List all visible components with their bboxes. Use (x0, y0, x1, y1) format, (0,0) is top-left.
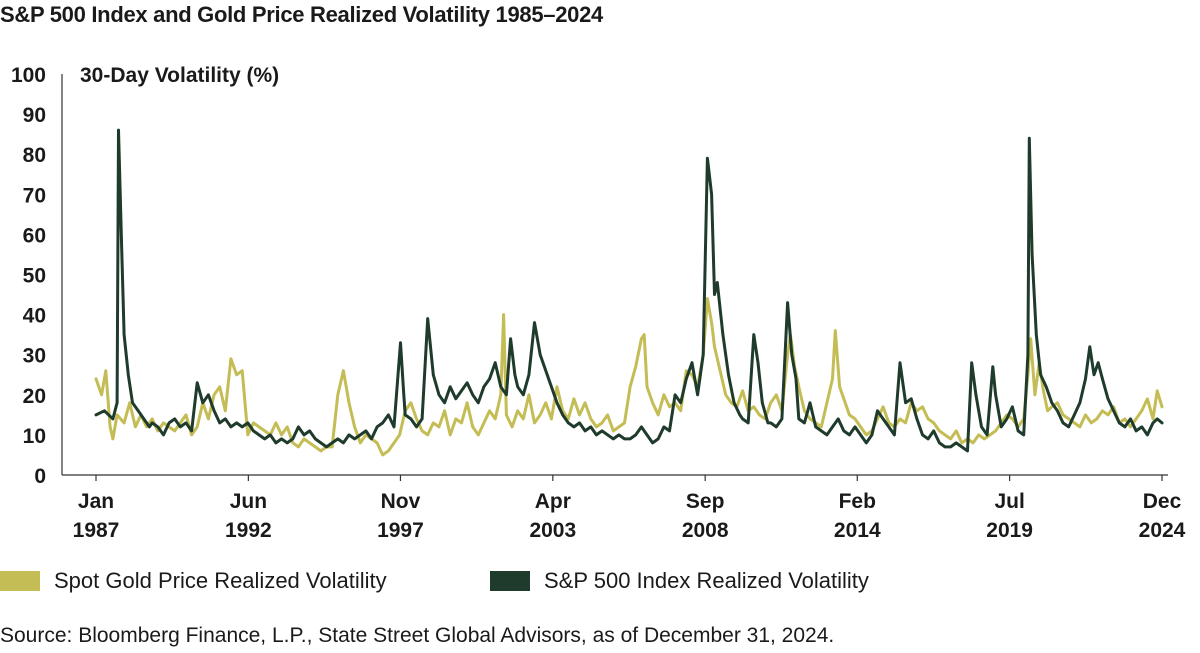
y-tick-label: 0 (34, 465, 46, 488)
y-tick-label: 70 (23, 184, 46, 207)
x-tick-year: 2019 (986, 519, 1033, 542)
plot-series (94, 128, 1164, 457)
chart-title: S&P 500 Index and Gold Price Realized Vo… (0, 2, 603, 27)
legend-swatch-gold (0, 571, 40, 591)
x-tick-month: Jul (994, 490, 1024, 513)
legend-label-gold: Spot Gold Price Realized Volatility (54, 568, 387, 593)
legend-item-sp500: S&P 500 Index Realized Volatility (490, 568, 869, 594)
x-axis: Jan 1987 Jun 1992 Nov 1997 Apr 2003 Sep 2008 Feb 20… (62, 474, 1186, 542)
y-tick-label: 80 (23, 144, 46, 167)
y-tick-label: 90 (23, 104, 46, 127)
x-tick-month: Jan (78, 490, 114, 513)
y-axis: 0 10 20 30 40 50 60 70 80 90 100 (11, 64, 63, 488)
x-tick-year: 2014 (834, 519, 881, 542)
chart-area: 30-Day Volatility (%) 0 10 20 30 40 50 60 70 80 9… (11, 64, 1186, 542)
x-tick-month: Sep (686, 490, 725, 513)
x-tick-year: 1992 (225, 519, 272, 542)
x-tick-month: Nov (381, 490, 421, 513)
source-note: Source: Bloomberg Finance, L.P., State S… (0, 624, 835, 647)
x-tick-month: Apr (535, 490, 571, 513)
legend-swatch-sp500 (490, 571, 530, 591)
x-tick-month: Feb (839, 490, 876, 513)
series-line-gold (94, 297, 1164, 457)
legend-item-gold: Spot Gold Price Realized Volatility (0, 568, 387, 594)
x-tick-year: 2008 (682, 519, 729, 542)
y-tick-label: 30 (23, 345, 46, 368)
y-tick-label: 20 (23, 385, 46, 408)
y-tick-label: 50 (23, 265, 46, 288)
y-tick-label: 40 (23, 305, 46, 328)
x-tick-month: Dec (1143, 490, 1182, 513)
y-tick-label: 100 (11, 64, 46, 87)
x-tick-year: 2003 (529, 519, 576, 542)
x-tick-year: 1997 (377, 519, 424, 542)
x-tick-month: Jun (230, 490, 267, 513)
x-tick-year: 2024 (1139, 519, 1186, 542)
y-axis-label: 30-Day Volatility (%) (80, 64, 279, 87)
legend-label-sp500: S&P 500 Index Realized Volatility (544, 568, 869, 593)
x-tick-year: 1987 (73, 519, 120, 542)
y-tick-label: 60 (23, 224, 46, 247)
y-tick-label: 10 (23, 425, 46, 448)
series-line-sp500 (94, 128, 1164, 453)
legend: Spot Gold Price Realized Volatility S&P … (0, 568, 1200, 598)
